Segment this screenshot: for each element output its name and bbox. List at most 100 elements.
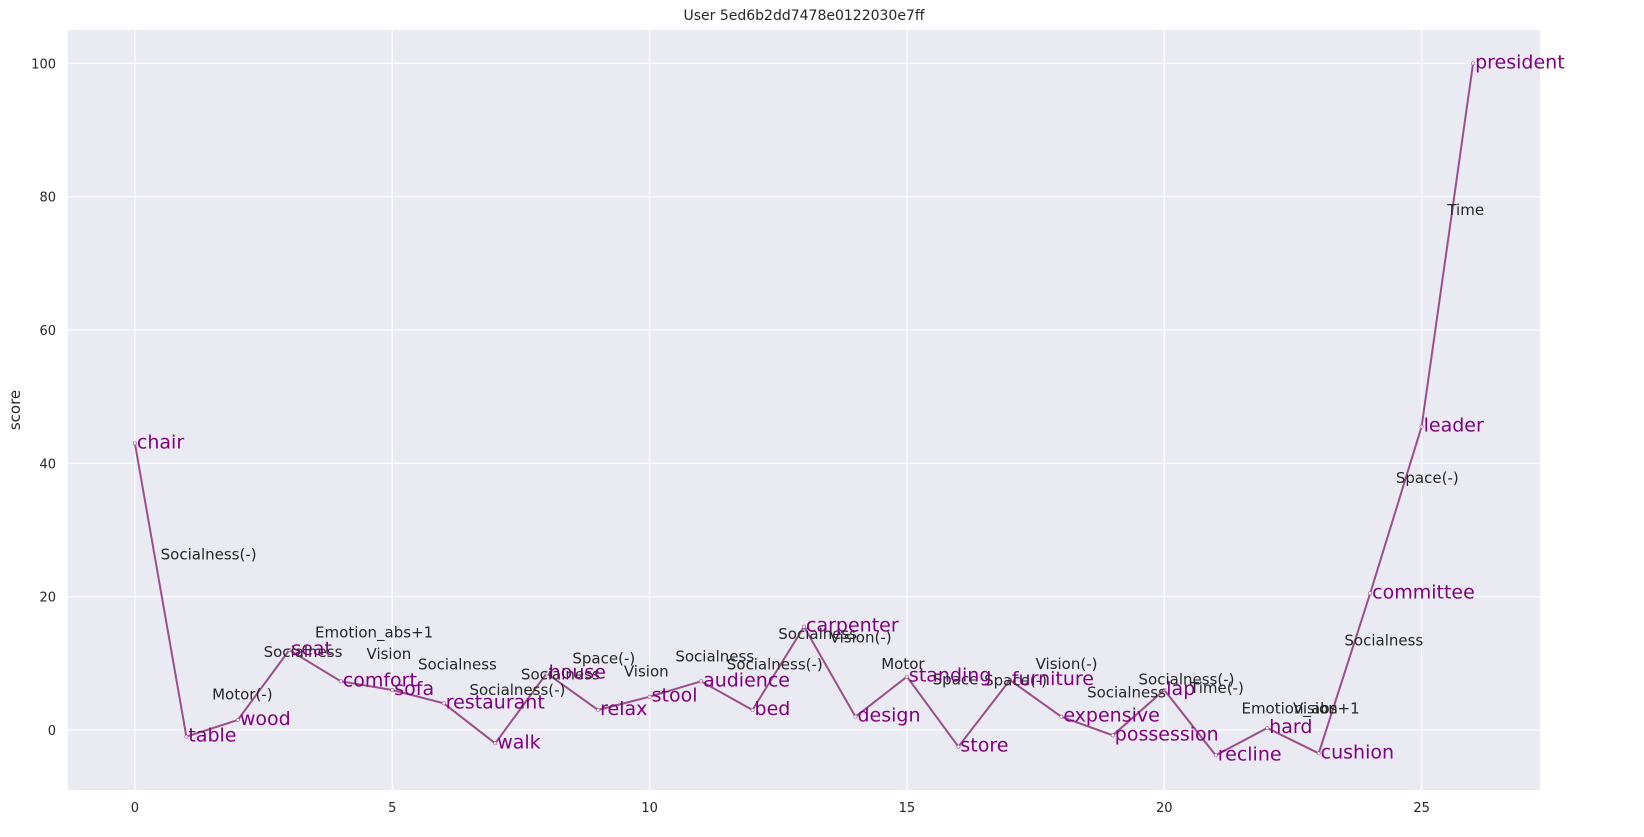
word-label: chair bbox=[137, 431, 184, 453]
x-tick-label: 5 bbox=[388, 801, 396, 816]
y-tick-label: 20 bbox=[39, 591, 56, 606]
word-label: carpenter bbox=[806, 615, 899, 637]
tick-labels: 0 5 10 15 20 25 0 20 40 60 80 100 bbox=[31, 57, 1430, 816]
grid-lines bbox=[68, 30, 1540, 790]
word-label: house bbox=[549, 661, 606, 683]
dimension-annotation: Socialness(-) bbox=[469, 681, 565, 699]
word-label: recline bbox=[1218, 743, 1282, 765]
data-point bbox=[905, 674, 909, 679]
dimension-annotation: Socialness bbox=[264, 643, 343, 661]
data-point bbox=[699, 679, 703, 684]
dimension-annotation: Motor(-) bbox=[212, 686, 272, 704]
dimension-annotation: Socialness bbox=[778, 625, 857, 643]
dimension-annotation: Socialness(-) bbox=[1139, 670, 1235, 688]
dimension-annotation: Space(-) bbox=[1396, 469, 1459, 487]
data-point bbox=[493, 741, 498, 746]
word-label: president bbox=[1475, 51, 1565, 73]
dimension-annotation: Emotion_abs+1 bbox=[1241, 700, 1359, 719]
word-label: comfort bbox=[343, 669, 417, 691]
dimension-annotation: Motor bbox=[881, 655, 925, 673]
y-tick-label: 100 bbox=[31, 57, 56, 72]
dimension-annotation: Space bbox=[933, 670, 979, 688]
y-tick-label: 0 bbox=[48, 724, 56, 739]
word-label: committee bbox=[1372, 581, 1475, 603]
word-label: standing bbox=[909, 665, 991, 687]
data-point bbox=[647, 694, 652, 699]
x-tick-label: 0 bbox=[131, 801, 139, 816]
word-label: bed bbox=[755, 698, 791, 720]
word-label: audience bbox=[703, 669, 790, 691]
data-point bbox=[802, 624, 806, 629]
word-label: table bbox=[188, 725, 236, 747]
word-label: relax bbox=[600, 698, 647, 720]
data-point bbox=[1368, 591, 1373, 596]
data-point bbox=[235, 718, 240, 722]
dimension-annotation: Socialness(-) bbox=[727, 656, 823, 674]
data-point bbox=[287, 648, 292, 652]
data-point bbox=[596, 708, 601, 712]
x-tick-label: 25 bbox=[1413, 801, 1430, 816]
data-point bbox=[133, 441, 137, 446]
word-label: stool bbox=[652, 685, 698, 707]
dimension-annotation: Space(-) bbox=[984, 672, 1047, 690]
data-point bbox=[853, 714, 858, 719]
data-point bbox=[1059, 714, 1064, 719]
data-point bbox=[1471, 61, 1475, 66]
dimension-annotation: Socialness bbox=[521, 666, 600, 684]
word-label: design bbox=[857, 705, 920, 727]
word-label: sofa bbox=[394, 678, 434, 700]
dimension-annotation: Time bbox=[1446, 201, 1484, 219]
word-label: lap bbox=[1166, 678, 1195, 700]
data-point bbox=[750, 708, 755, 712]
dimension-annotation: Space(-) bbox=[572, 650, 635, 668]
dimension-annotation: Socialness bbox=[418, 656, 497, 674]
chart-title: User 5ed6b2dd7478e0122030e7ff bbox=[683, 8, 924, 24]
data-point bbox=[1110, 733, 1115, 738]
data-point bbox=[1265, 726, 1270, 730]
x-tick-label: 10 bbox=[641, 801, 658, 816]
data-point bbox=[441, 701, 446, 706]
dimension-annotation: Emotion_abs+1 bbox=[315, 624, 433, 643]
data-point bbox=[1213, 753, 1218, 758]
data-point bbox=[1316, 751, 1321, 756]
x-tick-label: 20 bbox=[1156, 801, 1173, 816]
data-point bbox=[1162, 688, 1167, 692]
word-label: hard bbox=[1269, 716, 1312, 738]
y-tick-label: 80 bbox=[39, 191, 56, 206]
dimension-annotation: Vision bbox=[1293, 700, 1338, 718]
dimension-annotation: Vision bbox=[367, 645, 412, 663]
word-label: wood bbox=[240, 708, 291, 730]
data-point bbox=[1419, 424, 1424, 429]
word-label: possession bbox=[1115, 723, 1219, 745]
word-label: walk bbox=[497, 731, 540, 753]
dimension-annotation: Vision(-) bbox=[1036, 655, 1098, 673]
dimension-annotation: Socialness bbox=[1087, 684, 1166, 702]
dimension-annotation: Vision(-) bbox=[830, 628, 892, 646]
word-label: furniture bbox=[1012, 668, 1094, 690]
word-label: seat bbox=[291, 638, 332, 660]
data-point bbox=[544, 671, 549, 676]
word-label: cushion bbox=[1321, 741, 1394, 763]
word-label: store bbox=[960, 735, 1008, 757]
dimension-annotation: Socialness(-) bbox=[161, 546, 257, 564]
data-point bbox=[390, 688, 395, 692]
x-tick-label: 15 bbox=[899, 801, 916, 816]
point-markers bbox=[133, 61, 1475, 758]
dimension-annotations: Socialness(-)Motor(-)SocialnessEmotion_a… bbox=[161, 201, 1484, 719]
data-point bbox=[956, 744, 961, 749]
dimension-annotation: Socialness bbox=[1344, 632, 1423, 650]
word-label: expensive bbox=[1063, 705, 1160, 727]
data-point bbox=[184, 734, 189, 739]
dimension-annotation: Socialness bbox=[675, 648, 754, 666]
y-tick-label: 40 bbox=[39, 457, 56, 472]
word-label: leader bbox=[1424, 415, 1484, 437]
data-point bbox=[338, 679, 343, 684]
dimension-annotation: Time(-) bbox=[1189, 679, 1244, 697]
plot-background bbox=[68, 30, 1540, 790]
word-label: restaurant bbox=[446, 691, 545, 713]
dimension-annotation: Vision bbox=[624, 662, 669, 680]
y-axis-label: score bbox=[6, 390, 24, 430]
